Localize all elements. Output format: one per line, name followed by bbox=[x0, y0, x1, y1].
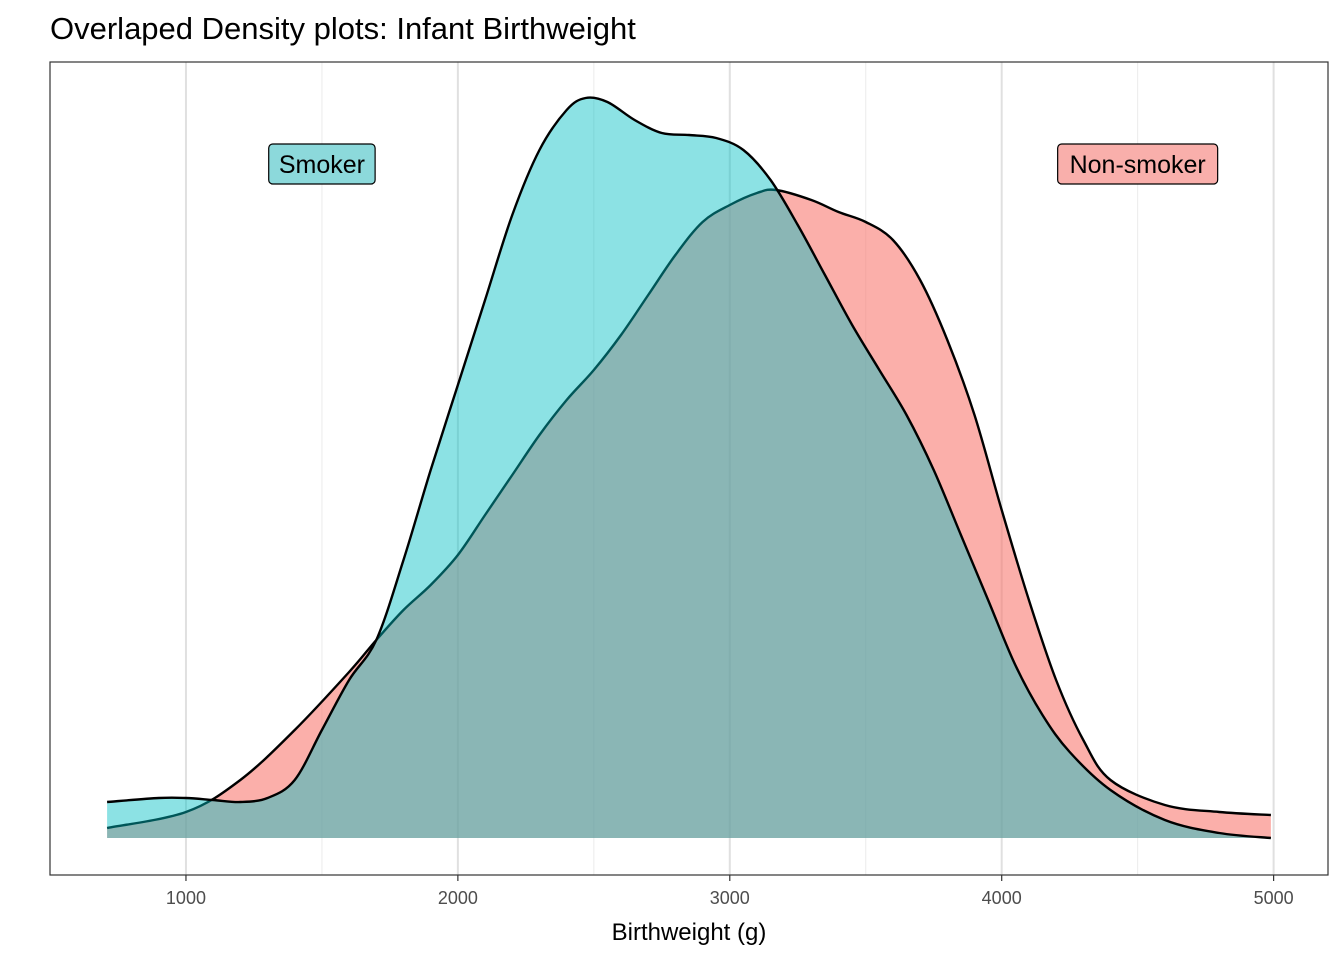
x-tick-label: 2000 bbox=[438, 888, 478, 908]
x-axis: 1000 2000 3000 4000 5000 bbox=[166, 875, 1294, 908]
density-area-smoker bbox=[107, 97, 1271, 838]
annotation-label: Smoker bbox=[268, 143, 376, 185]
density-line-smoker bbox=[107, 96, 1272, 840]
annotation-text: Non-smoker bbox=[1070, 151, 1206, 179]
density-line-nonsmoker bbox=[106, 188, 1271, 830]
chart-title: Overlaped Density plots: Infant Birthwei… bbox=[50, 11, 636, 46]
density-area-nonsmoker bbox=[107, 189, 1271, 839]
annotation-label: Non-smoker bbox=[1057, 143, 1219, 185]
x-tick-label: 5000 bbox=[1254, 888, 1294, 908]
panel-border bbox=[49, 61, 1329, 876]
x-tick-label: 4000 bbox=[982, 888, 1022, 908]
x-axis-label: Birthweight (g) bbox=[612, 919, 767, 946]
annotations: Smoker Non-smoker bbox=[268, 143, 1219, 185]
annotation-text: Smoker bbox=[279, 151, 365, 179]
annotation-box bbox=[1057, 143, 1219, 185]
density-areas bbox=[106, 96, 1272, 840]
x-tick-label: 3000 bbox=[710, 888, 750, 908]
annotation-box bbox=[268, 143, 376, 185]
x-tick-label: 1000 bbox=[166, 888, 206, 908]
